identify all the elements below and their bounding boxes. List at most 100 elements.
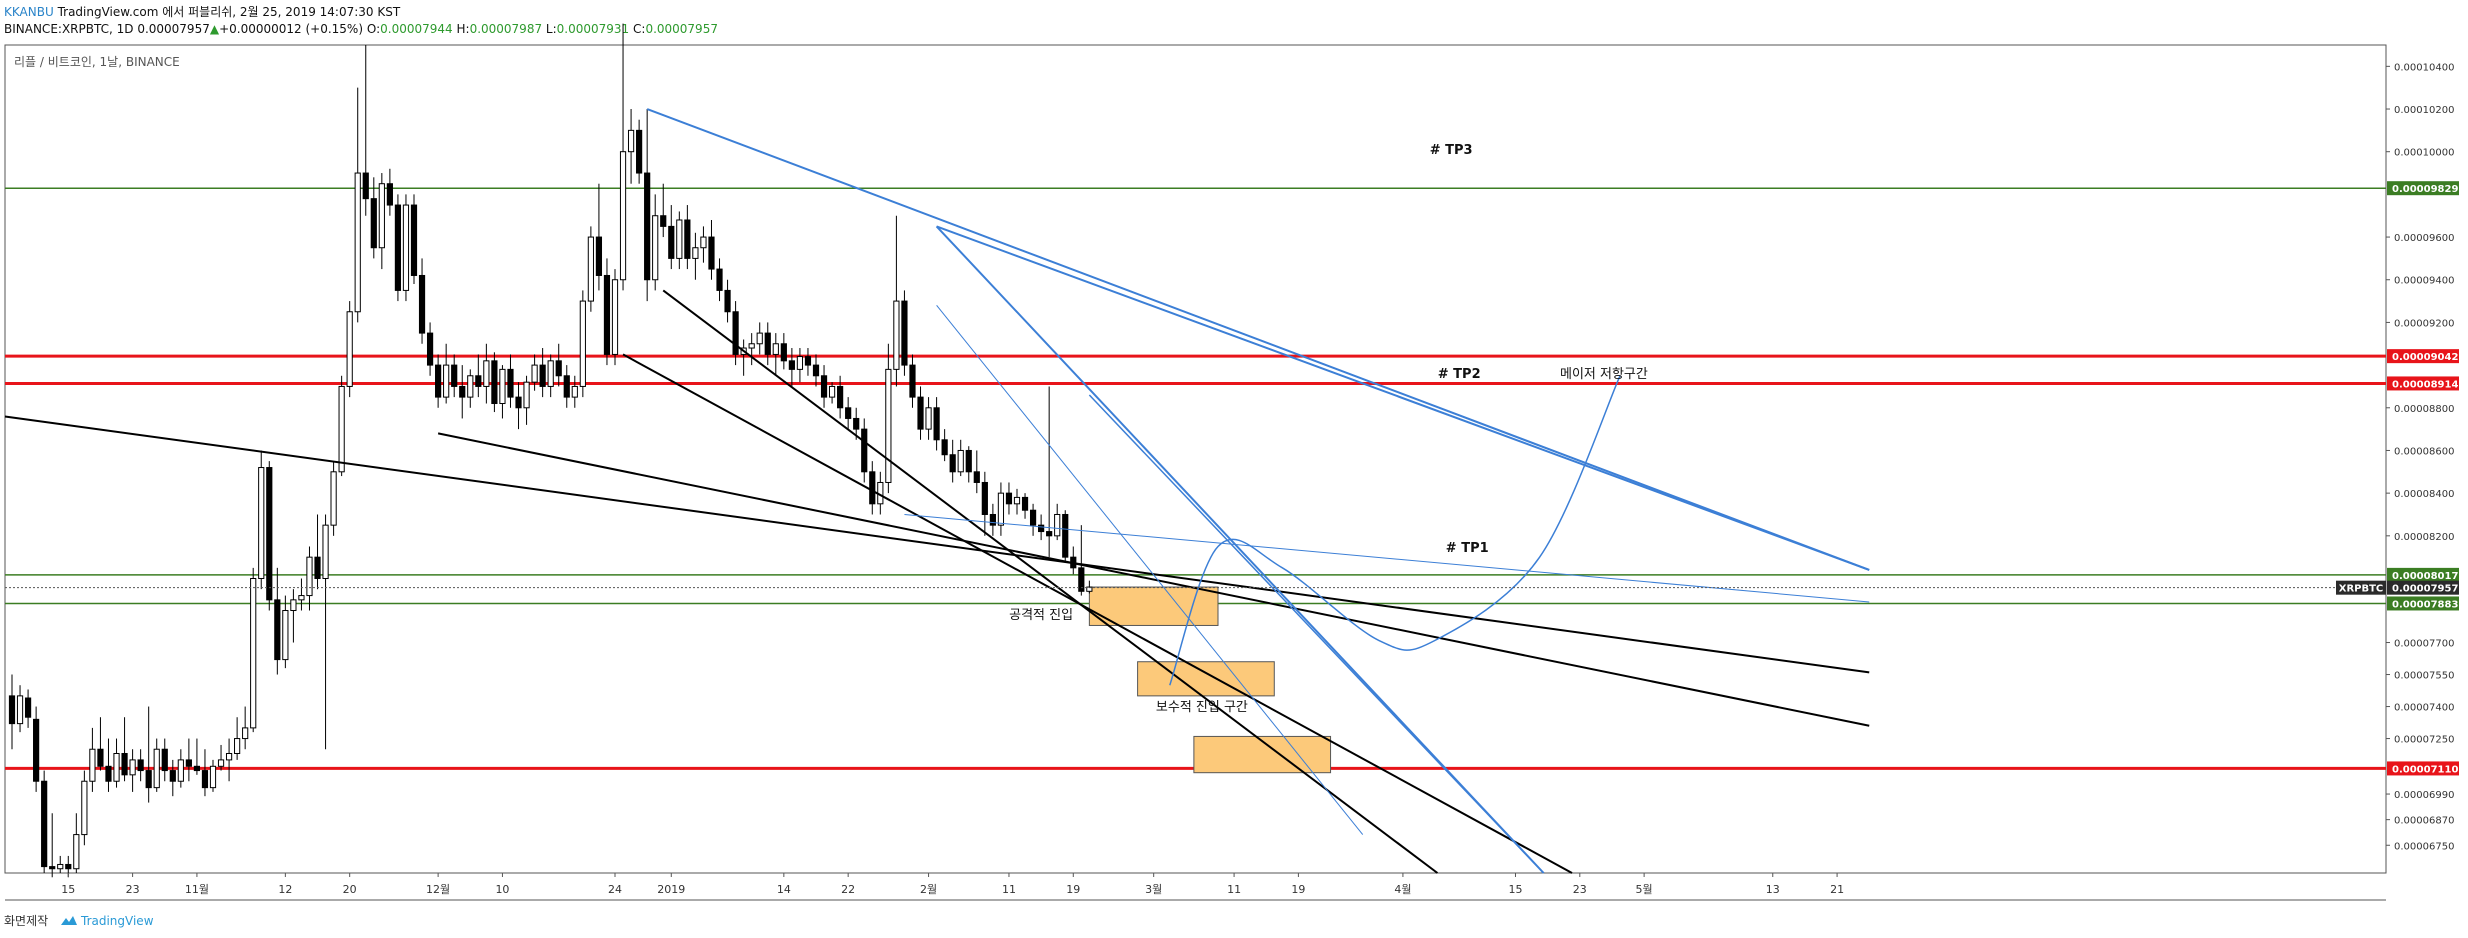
candle-body — [724, 289, 731, 313]
time-tick-label: 22 — [841, 883, 855, 896]
tradingview-logo-icon — [61, 916, 77, 925]
price-tags: 0.00009829 0.00009042 0.00008914 0.00008017… — [2336, 181, 2459, 776]
candle-body — [764, 332, 771, 355]
last-value: 0.00007957 — [137, 22, 210, 36]
candle-body — [700, 236, 707, 249]
candle-body — [282, 610, 289, 661]
candle-body — [153, 748, 160, 789]
candle-body — [161, 748, 168, 772]
candle-body — [362, 172, 369, 200]
candles — [8, 23, 1093, 878]
candle-body — [1078, 567, 1085, 592]
candle-body — [901, 300, 908, 366]
time-tick-label: 2019 — [657, 883, 685, 896]
candle-body — [97, 748, 104, 767]
candle-body — [636, 129, 643, 174]
close-value: 0.00007957 — [645, 22, 718, 36]
trendline — [904, 513, 1870, 603]
price-tag-label: 0.00007110 — [2392, 764, 2458, 775]
candle-body — [410, 204, 418, 276]
up-arrow-icon: ▲ — [209, 22, 220, 36]
candle-body — [491, 360, 498, 405]
price-tag-label: 0.00007883 — [2392, 599, 2458, 610]
symbol-tag-box — [2336, 580, 2386, 595]
candle-body — [812, 364, 820, 377]
chart-title: 리플 / 비트코인, 1날, BINANCE — [14, 55, 180, 69]
price-tick-label: 0.00009400 — [2394, 276, 2454, 287]
candle-body — [531, 364, 538, 383]
candle-body — [338, 385, 345, 473]
trendline — [936, 305, 1364, 835]
high-value: 0.00007987 — [469, 22, 543, 36]
candle-body — [8, 695, 16, 725]
candle-body — [346, 311, 353, 387]
price-tick-label: 0.00009200 — [2394, 318, 2454, 329]
candle-body — [266, 467, 273, 601]
time-tick-label: 14 — [777, 883, 791, 896]
change-text: +0.00000012 (+0.15%) — [219, 22, 364, 36]
price-tick-label: 0.00008400 — [2394, 489, 2454, 500]
candle-body — [137, 759, 144, 772]
candle-body — [330, 471, 337, 526]
trendline — [662, 289, 1439, 874]
candle-body — [644, 172, 651, 281]
candle-body — [893, 300, 900, 370]
time-tick-label: 4월 — [1394, 883, 1411, 896]
price-tick-label: 0.00006990 — [2394, 790, 2454, 801]
candle-body — [692, 247, 699, 259]
candle-body — [595, 236, 603, 276]
candle-body — [660, 215, 667, 227]
candle-body — [611, 279, 619, 355]
candle-body — [989, 513, 996, 526]
candle-body — [169, 770, 176, 782]
time-tick-label: 2월 — [920, 883, 937, 896]
time-tick-label: 11 — [1002, 883, 1016, 896]
candle-body — [619, 151, 627, 281]
price-tick-label: 0.00007250 — [2394, 735, 2454, 746]
tradingview-brand[interactable]: TradingView — [60, 914, 154, 928]
price-axis[interactable]: 0.00010400 0.00010200 0.00010000 0.00009600… — [2386, 62, 2454, 852]
candle-body — [435, 364, 442, 398]
candle-body — [652, 215, 659, 281]
candle-body — [467, 375, 474, 398]
trendline — [437, 432, 1870, 727]
candle-body — [756, 332, 763, 345]
made-with-label: 화면제작 — [4, 914, 49, 928]
candle-body — [523, 381, 530, 409]
candle-body — [65, 863, 72, 870]
candle-body — [676, 219, 683, 259]
annotation-label: 공격적 진입 — [1009, 608, 1073, 623]
candle-body — [973, 471, 980, 483]
candle-body — [418, 274, 426, 334]
annotation-label: # TP1 — [1446, 541, 1489, 556]
candle-body — [869, 471, 876, 505]
publish-line: KKANBU TradingView.com 에서 퍼블리쉬, 2월 25, 2… — [4, 4, 718, 21]
candle-body — [861, 428, 868, 473]
entry-zone-box — [1137, 661, 1275, 697]
time-tick-label: 10 — [495, 883, 509, 896]
price-tick-label: 0.00006870 — [2394, 816, 2454, 827]
candle-body — [627, 129, 635, 153]
candle-body — [49, 866, 56, 870]
candle-body — [933, 407, 940, 441]
candle-body — [796, 356, 804, 370]
time-tick-label: 13 — [1766, 883, 1780, 896]
candle-body — [1046, 531, 1053, 537]
plot-area[interactable] — [4, 44, 2387, 874]
author-name[interactable]: KKANBU — [4, 5, 54, 19]
price-tag-box — [2387, 596, 2459, 611]
candle-body — [475, 375, 482, 387]
trendline — [646, 108, 1870, 571]
candle-body — [917, 396, 924, 430]
time-tick-label: 12월 — [426, 883, 450, 896]
time-tick-label: 15 — [61, 883, 75, 896]
candle-body — [298, 595, 305, 601]
candle-body — [981, 481, 988, 515]
candle-body — [242, 727, 249, 740]
time-axis[interactable]: 15 23 11월 12 20 12월 10 24 2019 14 22 2월 11 19 3월 11 19 4월… — [61, 873, 1844, 896]
chart-header: KKANBU TradingView.com 에서 퍼블리쉬, 2월 25, 2… — [4, 4, 718, 38]
candle-body — [274, 599, 281, 661]
price-tag-box — [2387, 761, 2459, 776]
candle-body — [185, 759, 192, 767]
